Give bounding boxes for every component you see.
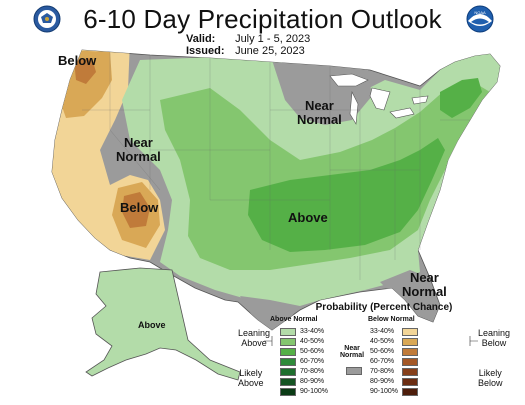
below-swatch	[402, 358, 418, 366]
valid-label: Valid:	[186, 33, 216, 45]
below-swatch	[402, 338, 418, 346]
below-nw-inner	[74, 58, 96, 84]
legend-likely-below: Likely Below	[478, 368, 503, 388]
below-range-label: 90-100%	[370, 388, 399, 395]
page-title: 6-10 Day Precipitation Outlook	[83, 4, 442, 34]
label-above-alaska: Above	[138, 320, 166, 330]
legend-above-header: Above Normal	[270, 316, 318, 323]
above-range-label: 80-90%	[300, 378, 325, 385]
legend-below-header: Below Normal	[368, 316, 415, 323]
issued-label: Issued:	[186, 45, 225, 57]
above-swatch	[280, 388, 296, 396]
near-normal-swatch	[346, 367, 362, 375]
leaning-above-bracket	[264, 336, 273, 346]
noaa-logo: NOAA	[466, 5, 494, 33]
above-range-label: 40-50%	[300, 338, 325, 345]
svg-text:NOAA: NOAA	[474, 10, 486, 15]
legend-near-header: Near Normal	[340, 345, 365, 359]
legend-leaning-above: Leaning Above	[238, 328, 271, 348]
above-range-label: 50-60%	[300, 348, 325, 355]
label-below-nw: Below	[58, 53, 97, 68]
issued-line: Issued: June 25, 2023	[186, 45, 305, 57]
alaska-region	[85, 267, 241, 381]
near-normal-florida-region	[380, 270, 440, 322]
above-swatch	[280, 378, 296, 386]
doc-seal-logo	[33, 5, 61, 33]
state-lines	[82, 52, 470, 280]
above-range-label: 70-80%	[300, 368, 325, 375]
below-range-label: 70-80%	[370, 368, 395, 375]
leaning-below-bracket	[469, 336, 478, 346]
above-range-label: 90-100%	[300, 388, 329, 395]
label-below-sw: Below	[120, 200, 159, 215]
above-range-label: 60-70%	[300, 358, 325, 365]
valid-value: July 1 - 5, 2023	[235, 33, 311, 45]
label-near-normal-west: Near Normal	[116, 135, 161, 164]
legend-leaning-below: Leaning Below	[478, 328, 511, 348]
above-swatch	[280, 348, 296, 356]
below-swatch	[402, 328, 418, 336]
below-range-label: 50-60%	[370, 348, 395, 355]
below-swatch	[402, 378, 418, 386]
below-sw-inner	[122, 192, 150, 228]
issued-value: June 25, 2023	[235, 45, 305, 57]
below-swatch	[402, 368, 418, 376]
below-range-label: 33-40%	[370, 328, 395, 335]
above-swatch	[280, 368, 296, 376]
below-range-label: 40-50%	[370, 338, 395, 345]
label-near-normal-florida: Near Normal	[402, 270, 447, 299]
above-swatch	[280, 328, 296, 336]
above-swatch	[280, 358, 296, 366]
valid-line: Valid: July 1 - 5, 2023	[186, 33, 310, 45]
below-swatch	[402, 388, 418, 396]
label-above-central: Above	[288, 210, 328, 225]
probability-legend: Probability (Percent Chance) Above Norma…	[238, 300, 522, 403]
above-50-region	[248, 138, 445, 252]
below-range-label: 80-90%	[370, 378, 395, 385]
label-near-normal-north: Near Normal	[297, 98, 342, 127]
above-range-label: 33-40%	[300, 328, 325, 335]
great-lakes	[329, 73, 429, 125]
above-ne-region	[440, 78, 482, 118]
legend-likely-above: Likely Above	[238, 368, 264, 388]
above-swatch	[280, 338, 296, 346]
below-swatch	[402, 348, 418, 356]
below-range-label: 60-70%	[370, 358, 395, 365]
legend-title: Probability (Percent Chance)	[315, 302, 453, 313]
